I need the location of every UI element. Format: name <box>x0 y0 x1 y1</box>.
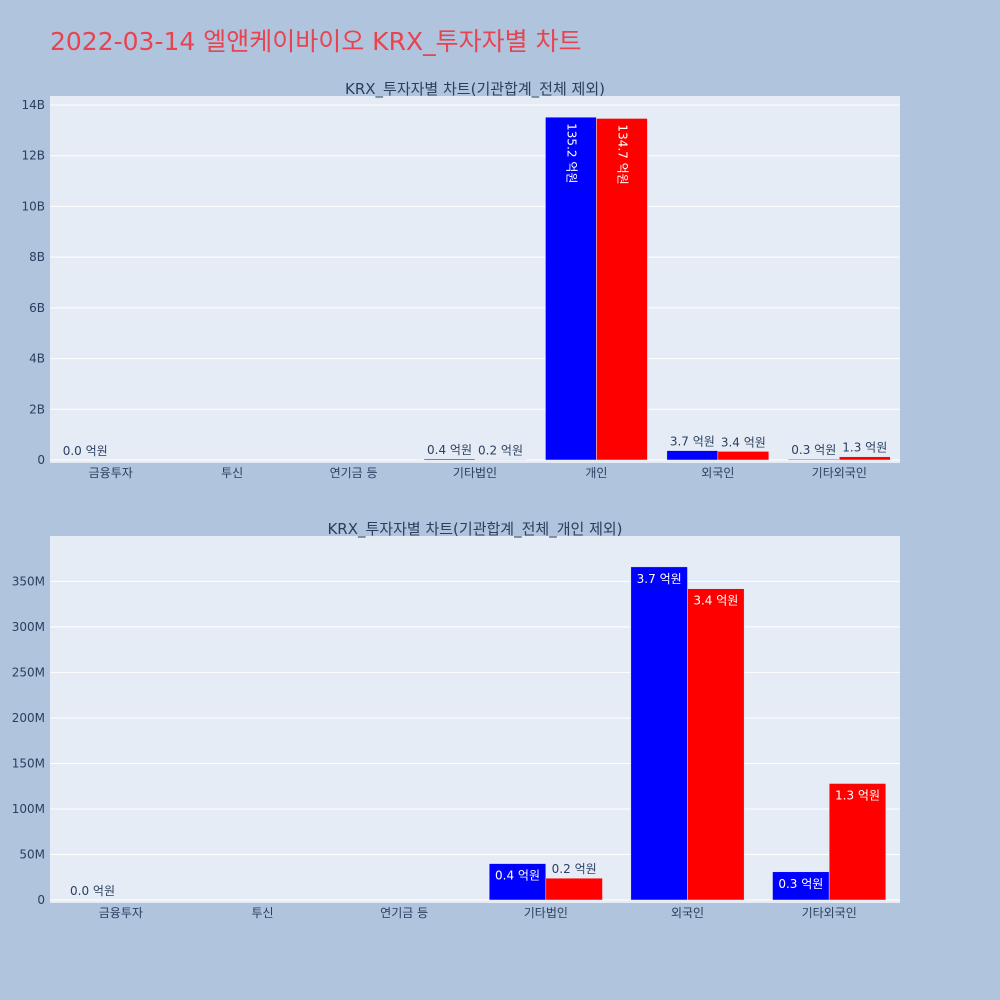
x-tick-label: 금융투자 <box>99 906 143 920</box>
y-tick-label: 250M <box>12 665 45 679</box>
bar <box>788 459 839 460</box>
data-label: 0.3 억원 <box>791 443 836 457</box>
x-tick-label: 외국인 <box>701 466 734 480</box>
x-tick-label: 기타외국인 <box>802 906 857 920</box>
data-label: 1.3 억원 <box>842 441 887 455</box>
y-tick-label: 6B <box>29 301 45 315</box>
plot-area <box>50 96 900 463</box>
x-tick-label: 기타외국인 <box>812 466 867 480</box>
bar <box>475 459 526 460</box>
data-label: 3.4 억원 <box>693 594 738 608</box>
x-tick-label: 금융투자 <box>89 466 133 480</box>
data-label: 135.2 억원 <box>564 123 578 183</box>
bar <box>424 459 475 460</box>
y-tick-label: 50M <box>19 847 45 861</box>
x-tick-label: 기타법인 <box>524 906 568 920</box>
data-label: 134.7 억원 <box>615 124 629 184</box>
x-tick-label: 외국인 <box>671 906 704 920</box>
y-tick-label: 14B <box>21 98 45 112</box>
y-tick-label: 8B <box>29 250 45 264</box>
data-label: 0.2 억원 <box>552 862 597 876</box>
y-tick-label: 10B <box>21 199 45 213</box>
y-tick-label: 0 <box>37 893 45 907</box>
y-tick-label: 300M <box>12 620 45 634</box>
data-label: 0.4 억원 <box>495 869 540 883</box>
x-tick-label: 투신 <box>221 466 243 480</box>
data-label: 0.0 억원 <box>63 444 108 458</box>
data-label: 0.2 억원 <box>478 443 523 457</box>
chart-title: KRX_투자자별 차트(기관합계_전체 제외) <box>345 80 605 99</box>
bar <box>546 878 603 900</box>
chart-investor-top: KRX_투자자별 차트(기관합계_전체 제외) 0 2B 4B 6B 8B 10B 12B 14… <box>21 80 900 480</box>
x-tick-label: 개인 <box>585 466 607 480</box>
y-tick-label: 100M <box>12 802 45 816</box>
bar <box>631 567 688 900</box>
y-tick-label: 2B <box>29 402 45 416</box>
x-tick-label: 기타법인 <box>453 466 497 480</box>
data-label: 1.3 억원 <box>835 788 880 802</box>
chart-title: KRX_투자자별 차트(기관합계_전체_개인 제외) <box>327 520 622 539</box>
plot-area <box>50 536 900 903</box>
y-tick-label: 12B <box>21 149 45 163</box>
data-label: 0.0 억원 <box>70 884 115 898</box>
data-label: 3.4 억원 <box>721 435 766 449</box>
bar <box>667 451 718 460</box>
data-label: 0.3 억원 <box>778 877 823 891</box>
x-tick-label: 연기금 등 <box>380 906 428 920</box>
data-label: 3.7 억원 <box>637 572 682 586</box>
y-tick-label: 0 <box>37 453 45 467</box>
chart-investor-bottom: KRX_투자자별 차트(기관합계_전체_개인 제외) 0 50M 100M 150M 20… <box>12 520 900 920</box>
bar <box>839 457 890 460</box>
x-tick-label: 투신 <box>251 906 273 920</box>
y-tick-label: 200M <box>12 711 45 725</box>
y-tick-label: 4B <box>29 352 45 366</box>
bar <box>688 589 745 900</box>
data-label: 3.7 억원 <box>670 435 715 449</box>
x-tick-label: 연기금 등 <box>330 466 378 480</box>
bar <box>718 451 769 460</box>
y-tick-label: 350M <box>12 574 45 588</box>
y-tick-label: 150M <box>12 756 45 770</box>
data-label: 0.4 억원 <box>427 443 472 457</box>
